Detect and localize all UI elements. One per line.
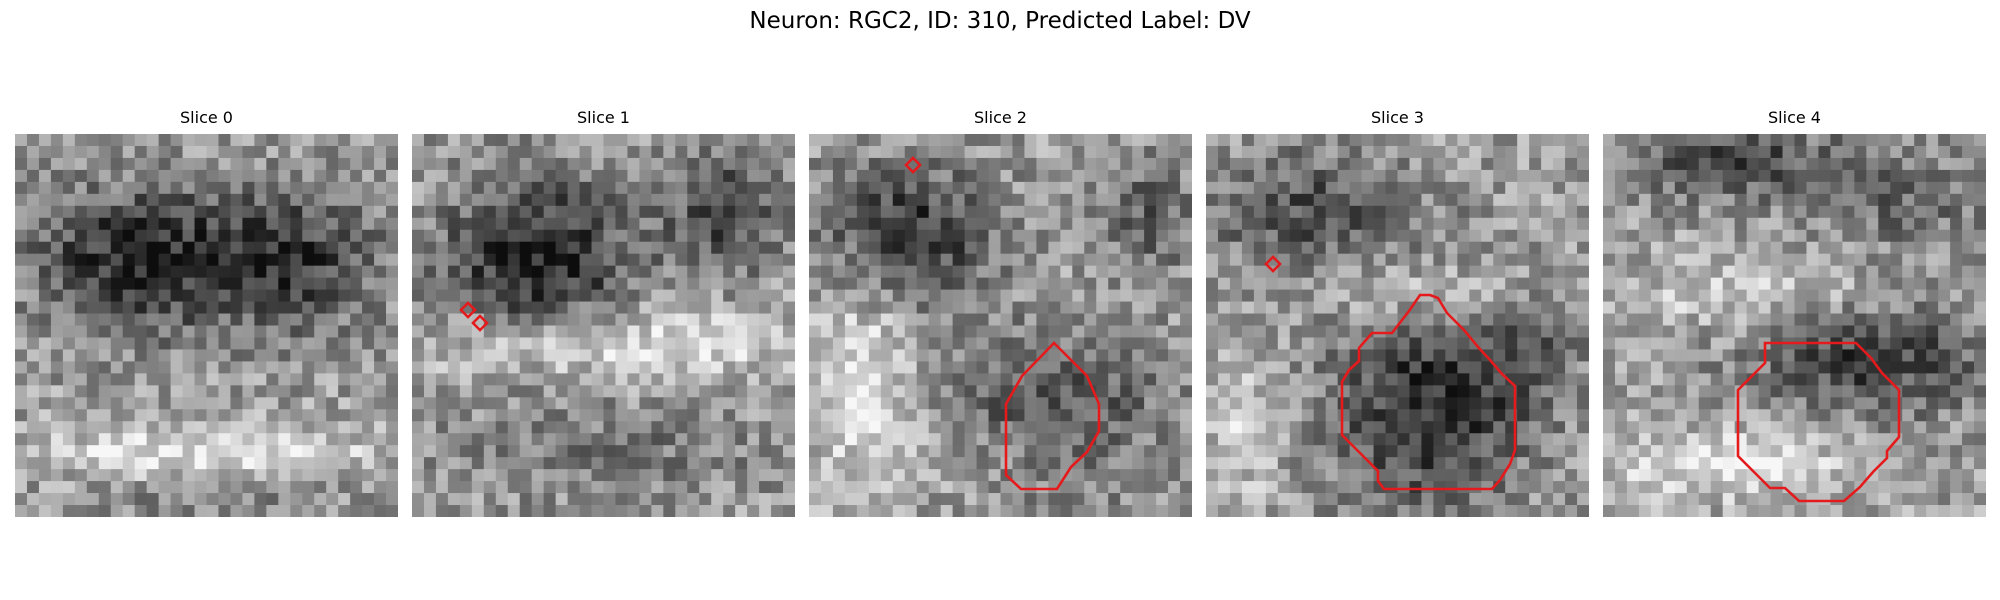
slice-image (15, 134, 398, 517)
slice-image (412, 134, 795, 517)
pixel-grid (1206, 134, 1589, 517)
pixel-grid (412, 134, 795, 517)
figure-title: Neuron: RGC2, ID: 310, Predicted Label: … (749, 8, 1251, 34)
panel-title: Slice 3 (1371, 108, 1424, 127)
pixel-grid (15, 134, 398, 517)
panel-title: Slice 2 (974, 108, 1027, 127)
slice-image (1603, 134, 1986, 517)
panel-title: Slice 1 (577, 108, 630, 127)
marker-diamond (1264, 255, 1282, 273)
panel-slice-0: Slice 0 (15, 108, 398, 517)
panel-slice-4: Slice 4 (1603, 108, 1986, 517)
roi-contour (1736, 341, 1901, 503)
roi-contour (1004, 341, 1101, 491)
panel-slice-1: Slice 1 (412, 108, 795, 517)
panel-title: Slice 0 (180, 108, 233, 127)
panel-slice-3: Slice 3 (1206, 108, 1589, 517)
slice-image (809, 134, 1192, 517)
marker-diamond (471, 314, 489, 332)
panel-title: Slice 4 (1768, 108, 1821, 127)
pixel-grid (809, 134, 1192, 517)
marker-diamond (904, 156, 922, 174)
slice-image (1206, 134, 1589, 517)
marker-diamond (459, 301, 477, 319)
roi-contour (1340, 293, 1517, 491)
panel-slice-2: Slice 2 (809, 108, 1192, 517)
pixel-grid (1603, 134, 1986, 517)
